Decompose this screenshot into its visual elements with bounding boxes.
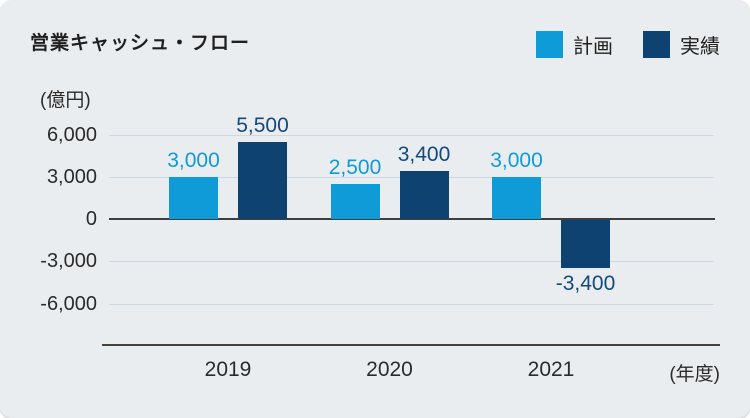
- x-axis-tick-label: 2020: [366, 358, 413, 381]
- bar-value-label: 3,400: [397, 143, 451, 167]
- zero-gridline: [109, 218, 715, 220]
- actual-bar-2021: [561, 220, 610, 268]
- gridline: [109, 261, 714, 263]
- x-axis-line: [102, 344, 720, 346]
- plan-bar-2021: [492, 176, 541, 219]
- bar-value-label: -3,400: [555, 271, 616, 295]
- legend-item-actual: 実績: [643, 30, 720, 59]
- y-axis-tick-label: -3,000: [40, 250, 97, 273]
- plan-bar-2019: [169, 176, 218, 219]
- y-axis-tick-label: 3,000: [46, 165, 97, 188]
- plan-bar-2020: [330, 183, 380, 219]
- bar-value-label: 5,500: [236, 113, 289, 137]
- legend: 計画 実績: [536, 30, 720, 59]
- y-axis-tick-label: 6,000: [46, 123, 97, 146]
- gridline: [109, 303, 714, 305]
- y-axis-tick-label: -6,000: [40, 292, 97, 315]
- y-axis-unit-label: (億円): [40, 90, 91, 111]
- bar-value-label: 3,000: [490, 148, 543, 172]
- actual-bar-2019: [238, 141, 287, 219]
- x-axis-tick-label: 2019: [204, 358, 252, 381]
- bar-value-label: 2,500: [328, 155, 382, 179]
- x-axis-tick-label: 2021: [527, 358, 575, 381]
- gridline: [109, 134, 714, 136]
- actual-swatch-icon: [643, 31, 670, 58]
- legend-label-actual: 実績: [680, 36, 720, 58]
- plan-swatch-icon: [536, 31, 563, 58]
- actual-bar-2020: [399, 171, 449, 219]
- chart-title: 営業キャッシュ・フロー: [30, 33, 251, 54]
- legend-item-plan: 計画: [536, 30, 613, 59]
- bar-value-label: 3,000: [167, 148, 220, 172]
- x-axis-label: (年度): [669, 364, 720, 385]
- y-axis-tick-label: 0: [85, 208, 97, 230]
- legend-label-plan: 計画: [573, 36, 613, 58]
